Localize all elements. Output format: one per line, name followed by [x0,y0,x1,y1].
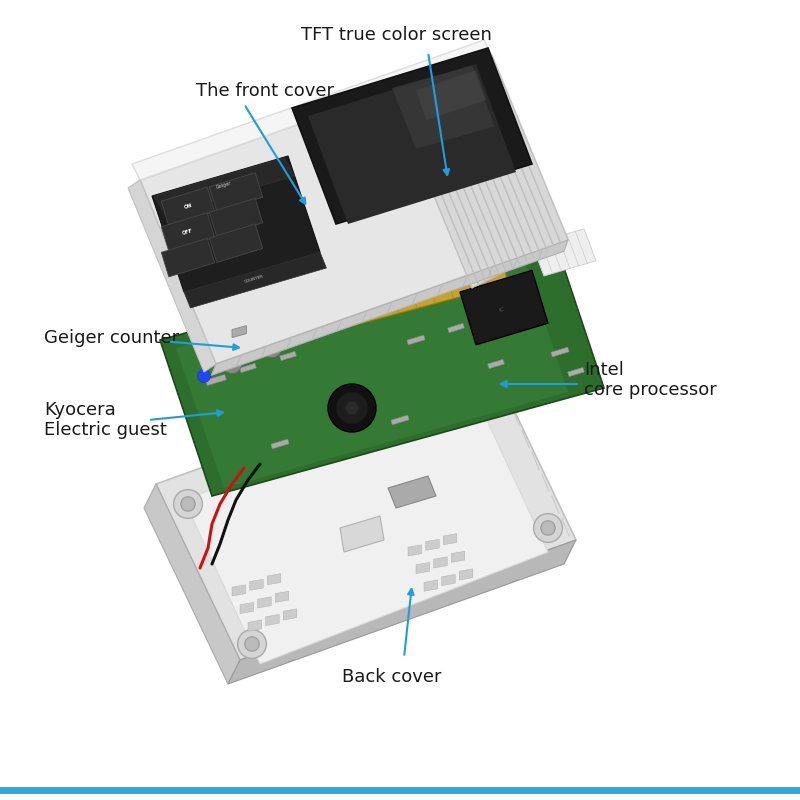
Text: Back cover: Back cover [342,668,442,686]
Circle shape [541,521,555,535]
Polygon shape [144,484,240,684]
Circle shape [235,323,245,333]
Text: OFF: OFF [182,228,194,236]
Polygon shape [232,585,246,596]
Polygon shape [551,347,569,357]
Polygon shape [267,574,281,585]
Polygon shape [240,602,254,614]
Text: COUNTER: COUNTER [244,274,265,284]
Circle shape [534,514,562,542]
Text: Geiger: Geiger [215,181,233,190]
Text: The front cover: The front cover [196,82,334,100]
Polygon shape [516,237,530,249]
Polygon shape [434,557,447,568]
Polygon shape [488,359,504,369]
Circle shape [181,497,195,511]
Polygon shape [391,415,409,425]
Polygon shape [460,270,548,345]
Polygon shape [459,569,473,580]
Circle shape [336,392,368,424]
Circle shape [222,354,242,374]
Polygon shape [275,591,289,602]
Circle shape [238,630,266,658]
Polygon shape [283,609,297,620]
Polygon shape [128,180,216,372]
Text: IC: IC [498,306,506,313]
Polygon shape [228,540,576,684]
Circle shape [230,318,250,338]
Polygon shape [162,187,214,226]
Polygon shape [408,545,422,556]
Polygon shape [340,516,384,552]
Polygon shape [250,579,263,590]
Polygon shape [280,351,296,361]
Polygon shape [238,238,520,327]
Polygon shape [248,620,262,631]
Polygon shape [292,48,532,224]
Polygon shape [568,367,584,377]
Polygon shape [416,562,430,574]
Circle shape [515,239,525,249]
Polygon shape [162,213,214,251]
Polygon shape [388,476,436,508]
Polygon shape [206,374,226,386]
Polygon shape [443,534,457,545]
Polygon shape [212,240,568,375]
Circle shape [473,385,487,399]
Text: Kyocera
Electric guest: Kyocera Electric guest [44,401,167,439]
Polygon shape [210,173,262,211]
Circle shape [245,637,259,651]
Polygon shape [407,335,425,345]
Polygon shape [308,64,516,224]
Text: Geiger counter: Geiger counter [44,329,179,346]
Polygon shape [426,539,439,550]
Polygon shape [184,388,548,664]
Polygon shape [266,614,279,626]
Polygon shape [258,597,271,608]
Polygon shape [532,229,596,276]
Text: TFT true color screen: TFT true color screen [301,26,491,44]
Polygon shape [232,326,246,338]
Polygon shape [442,574,455,586]
Polygon shape [448,323,464,333]
Polygon shape [162,238,214,277]
Polygon shape [176,248,568,488]
Circle shape [346,402,358,414]
Polygon shape [396,56,568,288]
Polygon shape [271,439,289,449]
Circle shape [510,234,530,254]
Text: ON: ON [183,202,193,210]
Polygon shape [451,551,465,562]
Polygon shape [328,220,508,328]
Polygon shape [154,158,294,214]
Polygon shape [156,364,576,660]
Polygon shape [240,363,256,373]
Polygon shape [140,56,568,364]
Polygon shape [210,198,262,237]
Polygon shape [152,156,320,292]
Circle shape [328,384,376,432]
Circle shape [262,338,282,358]
Polygon shape [210,224,262,262]
Polygon shape [184,252,326,308]
Circle shape [174,490,202,518]
Polygon shape [132,40,492,180]
Polygon shape [236,236,524,336]
Polygon shape [416,70,486,120]
Circle shape [198,370,210,382]
Polygon shape [392,66,494,149]
Polygon shape [160,232,604,496]
Polygon shape [424,580,438,591]
Text: Intel
core processor: Intel core processor [584,361,717,399]
Circle shape [466,378,494,406]
